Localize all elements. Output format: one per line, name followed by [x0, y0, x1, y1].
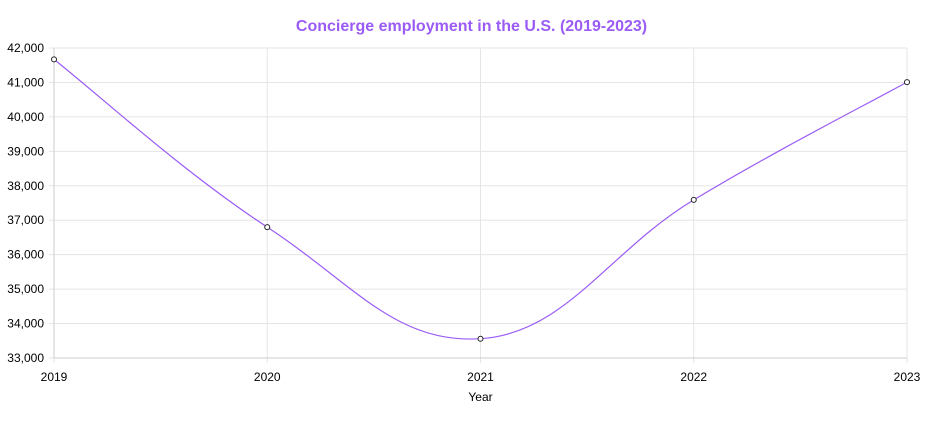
y-tick-label: 39,000 [7, 144, 44, 158]
chart-title: Concierge employment in the U.S. (2019-2… [295, 18, 648, 35]
x-tick-label: 2019 [41, 370, 68, 384]
y-tick-label: 35,000 [7, 282, 44, 296]
y-tick-label: 37,000 [7, 213, 44, 227]
y-tick-label: 38,000 [7, 179, 44, 193]
data-point [477, 335, 484, 342]
data-point [264, 224, 271, 231]
y-tick-label: 33,000 [7, 351, 44, 365]
x-tick-label: 2023 [894, 370, 921, 384]
x-tick-label: 2021 [467, 370, 494, 384]
x-tick-label: 2020 [254, 370, 281, 384]
data-point [690, 196, 697, 203]
data-point [904, 79, 910, 86]
y-tick-label: 41,000 [7, 75, 44, 89]
y-tick-label: 40,000 [7, 110, 44, 124]
x-axis-title: Year [468, 390, 492, 404]
y-tick-label: 42,000 [7, 41, 44, 55]
y-tick-label: 36,000 [7, 248, 44, 262]
x-tick-label: 2022 [680, 370, 707, 384]
data-point [51, 56, 57, 63]
y-tick-label: 34,000 [7, 317, 44, 331]
